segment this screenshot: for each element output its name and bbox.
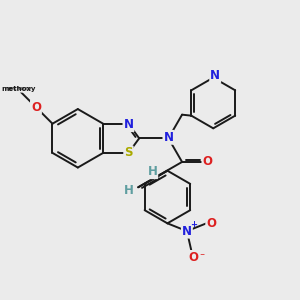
Text: S: S (124, 146, 133, 159)
Text: H: H (147, 165, 157, 178)
Text: H: H (124, 184, 134, 197)
Text: N: N (210, 69, 220, 82)
Text: N: N (182, 225, 192, 238)
Text: O: O (206, 217, 216, 230)
Text: N: N (164, 131, 173, 144)
Text: O: O (189, 251, 199, 264)
Text: ⁻: ⁻ (199, 252, 204, 262)
Text: methoxy: methoxy (4, 85, 32, 91)
Text: O: O (202, 155, 212, 168)
Text: +: + (190, 220, 197, 229)
Text: methoxy: methoxy (2, 86, 36, 92)
Text: O: O (31, 101, 41, 114)
Text: N: N (124, 118, 134, 131)
